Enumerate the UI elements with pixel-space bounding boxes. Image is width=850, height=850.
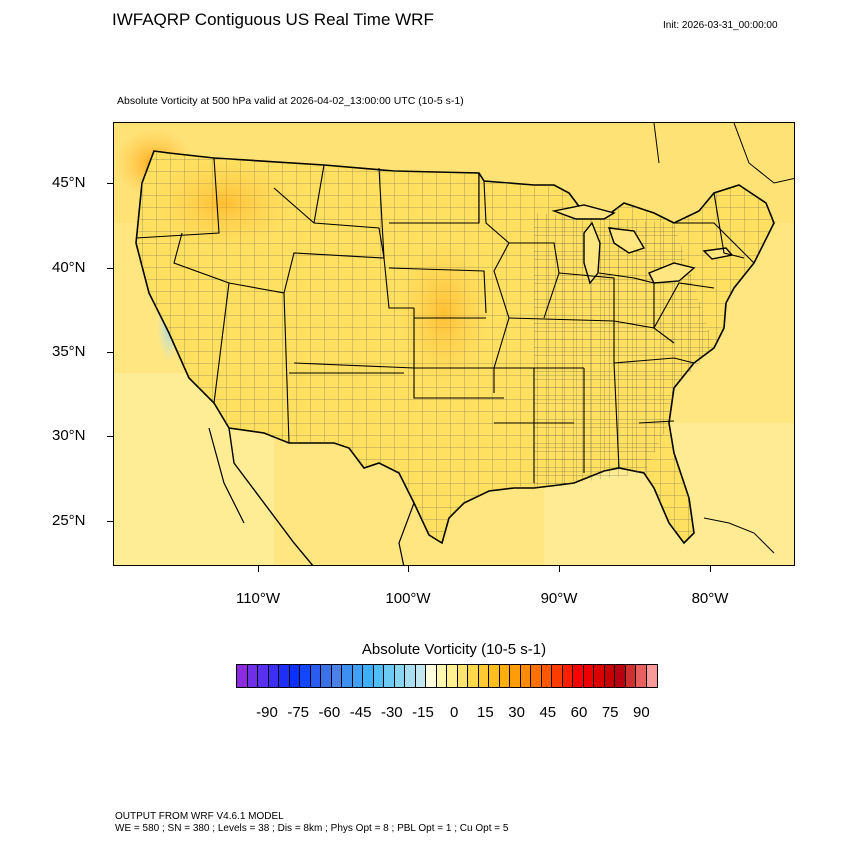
- colorbar-swatch: [489, 665, 500, 687]
- map-canvas: [114, 123, 794, 565]
- model-config: WE = 580 ; SN = 380 ; Levels = 38 ; Dis …: [115, 823, 509, 834]
- lon-label-110w: 110°W: [235, 590, 281, 607]
- lon-label-100w: 100°W: [385, 590, 431, 607]
- colorbar-label: -75: [287, 704, 310, 721]
- colorbar-swatch: [478, 665, 489, 687]
- plot-title: IWFAQRP Contiguous US Real Time WRF: [112, 10, 434, 29]
- lon-label-80w: 80°W: [691, 590, 729, 607]
- lon-tick: [559, 566, 560, 572]
- colorbar-swatch: [573, 665, 584, 687]
- colorbar-swatch: [415, 665, 426, 687]
- colorbar-title: Absolute Vorticity (10-5 s-1): [361, 641, 547, 658]
- colorbar-label: 90: [633, 704, 650, 721]
- lat-label-40n: 40°N: [52, 259, 86, 276]
- colorbar-swatch: [520, 665, 531, 687]
- model-info: OUTPUT FROM WRF V4.6.1 MODEL: [115, 811, 284, 822]
- colorbar-swatch: [342, 665, 353, 687]
- lon-tick: [408, 566, 409, 572]
- colorbar-swatch: [636, 665, 647, 687]
- lat-label-30n: 30°N: [52, 427, 86, 444]
- colorbar-swatch: [237, 665, 248, 687]
- colorbar-swatch: [604, 665, 615, 687]
- lat-tick: [107, 183, 113, 184]
- lat-label-25n: 25°N: [52, 512, 86, 529]
- field-subtitle: Absolute Vorticity at 500 hPa valid at 2…: [117, 95, 464, 107]
- colorbar-swatch: [321, 665, 332, 687]
- colorbar-swatch: [279, 665, 290, 687]
- colorbar-swatch: [373, 665, 384, 687]
- colorbar-swatch: [562, 665, 573, 687]
- vorticity-map: [113, 122, 795, 566]
- colorbar-label: -60: [318, 704, 341, 721]
- state-borders: [135, 157, 755, 483]
- colorbar-label: 75: [601, 704, 619, 721]
- colorbar-swatch: [583, 665, 594, 687]
- colorbar-swatch: [468, 665, 479, 687]
- colorbar-label: 0: [450, 704, 459, 721]
- colorbar-swatch: [436, 665, 447, 687]
- colorbar-label: -15: [412, 704, 434, 721]
- init-time: Init: 2026-03-31_00:00:00: [663, 20, 778, 31]
- colorbar-swatch: [646, 665, 657, 687]
- colorbar-swatch: [363, 665, 374, 687]
- colorbar-label: -45: [349, 704, 372, 721]
- lat-tick: [107, 268, 113, 269]
- colorbar-swatch: [510, 665, 521, 687]
- colorbar-swatch: [405, 665, 416, 687]
- lat-label-45n: 45°N: [52, 174, 86, 191]
- colorbar-label: 30: [508, 704, 525, 721]
- colorbar-swatch: [331, 665, 342, 687]
- colorbar-swatch: [625, 665, 636, 687]
- colorbar-swatch: [300, 665, 311, 687]
- colorbar-swatch: [426, 665, 437, 687]
- colorbar-swatch: [310, 665, 321, 687]
- lon-tick: [710, 566, 711, 572]
- colorbar-swatch: [384, 665, 395, 687]
- colorbar-swatch: [457, 665, 468, 687]
- colorbar-swatch: [268, 665, 279, 687]
- colorbar-swatch: [394, 665, 405, 687]
- colorbar-swatch: [447, 665, 458, 687]
- colorbar-swatch: [552, 665, 563, 687]
- colorbar-swatch: [499, 665, 510, 687]
- colorbar-swatch: [289, 665, 300, 687]
- colorbar-swatch: [258, 665, 269, 687]
- lat-label-35n: 35°N: [52, 343, 86, 360]
- lat-tick: [107, 436, 113, 437]
- colorbar-label: 15: [477, 704, 494, 721]
- colorbar-swatch: [247, 665, 258, 687]
- lat-tick: [107, 352, 113, 353]
- colorbar-swatch: [594, 665, 605, 687]
- colorbar-swatch: [531, 665, 542, 687]
- colorbar-label: 45: [539, 704, 557, 721]
- colorbar-label: -30: [380, 704, 403, 721]
- lon-tick: [258, 566, 259, 572]
- colorbar-swatch: [352, 665, 363, 687]
- colorbar-swatch: [541, 665, 552, 687]
- colorbar-label: 60: [570, 704, 588, 721]
- colorbar-swatch: [615, 665, 626, 687]
- lat-tick: [107, 521, 113, 522]
- colorbar: [236, 664, 658, 688]
- great-lakes: [551, 204, 734, 285]
- colorbar-label: -90: [256, 704, 278, 721]
- lon-label-90w: 90°W: [540, 590, 578, 607]
